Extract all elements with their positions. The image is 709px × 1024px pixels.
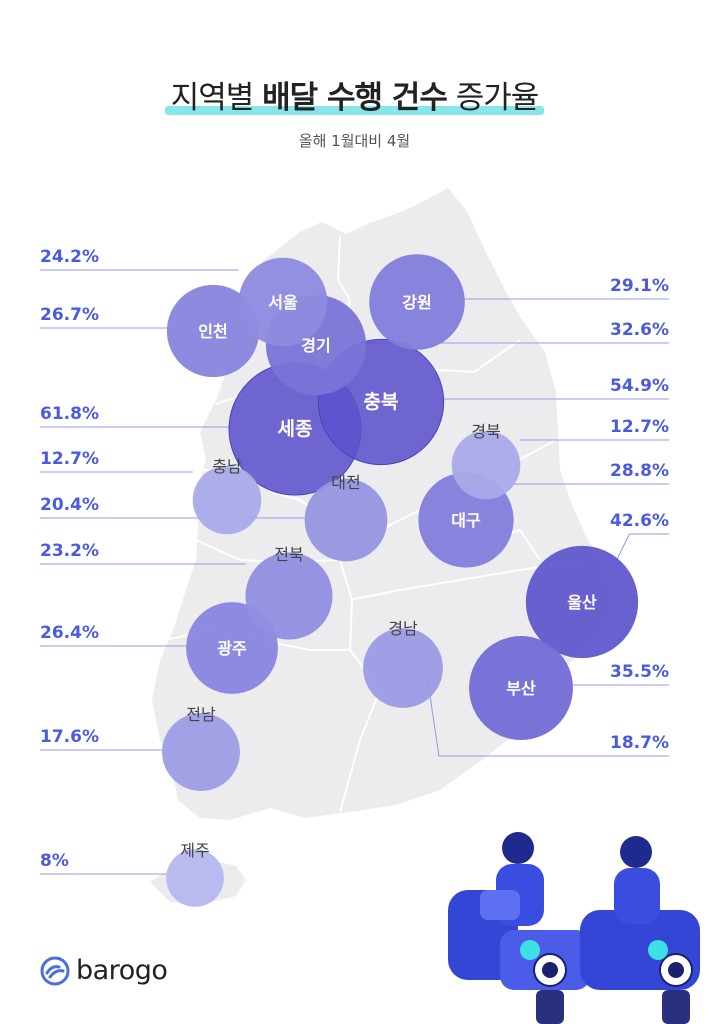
riders-illustration: [448, 832, 700, 1024]
value-label: 24.2%: [40, 247, 99, 267]
region-name: 강원: [402, 293, 431, 312]
region-name: 대전: [331, 473, 360, 492]
bubble-14: [363, 628, 443, 708]
value-label: 29.1%: [610, 276, 669, 296]
value-label: 32.6%: [610, 320, 669, 340]
bubble-17: [166, 849, 224, 907]
bubble-2: [166, 284, 260, 378]
region-name: 충남: [212, 457, 242, 476]
region-name: 경기: [301, 336, 330, 355]
value-labels: 세종 61.8% 충북 54.9% 울산 42.6% 부산 35.5% 경기 32.6% 강원 29.…: [40, 247, 669, 871]
region-name: 광주: [217, 639, 247, 658]
scooter-left: [448, 890, 590, 1024]
region-name: 울산: [567, 593, 597, 612]
region-name: 전북: [274, 545, 303, 564]
scooter-right: [580, 910, 700, 1024]
region-name: 부산: [506, 679, 536, 698]
region-name: 서울: [268, 293, 298, 312]
bubble-1: [238, 257, 328, 347]
value-label: 12.7%: [610, 417, 669, 437]
bubble-13: [186, 602, 278, 694]
region-name: 세종: [278, 418, 313, 440]
bubble-16: [162, 713, 240, 791]
bubble-7: [451, 430, 521, 500]
value-label: 17.6%: [40, 727, 99, 747]
value-label: 8%: [40, 851, 69, 871]
region-name: 경남: [388, 619, 418, 638]
bubble-8: [192, 465, 262, 535]
value-label: 20.4%: [40, 495, 99, 515]
value-label: 18.7%: [610, 733, 669, 753]
region-name: 경북: [471, 422, 500, 441]
value-label: 23.2%: [40, 541, 99, 561]
region-name: 충북: [364, 391, 399, 413]
region-name: 대구: [451, 511, 481, 530]
bubbles: [162, 254, 639, 907]
value-label: 42.6%: [610, 511, 669, 531]
value-label: 61.8%: [40, 404, 99, 424]
region-name: 인천: [198, 322, 227, 341]
barogo-logo: barogo: [40, 955, 168, 986]
value-label: 26.4%: [40, 623, 99, 643]
value-label: 35.5%: [610, 662, 669, 682]
rider-right: [614, 836, 660, 924]
barogo-logo-icon: [40, 956, 70, 985]
region-name: 제주: [180, 841, 209, 860]
value-label: 28.8%: [610, 461, 669, 481]
rider-left: [480, 832, 544, 926]
bubble-9: [304, 478, 388, 562]
bubble-12: [525, 545, 639, 659]
bubble-15: [469, 636, 573, 740]
brand-name: barogo: [76, 955, 168, 986]
title-container: 지역별 배달 수행 건수 증가율: [0, 72, 709, 117]
value-label: 12.7%: [40, 449, 99, 469]
region-name: 전남: [186, 705, 216, 724]
bubble-3: [369, 254, 465, 350]
value-label: 26.7%: [40, 305, 99, 325]
chart-subtitle: 올해 1월대비 4월: [298, 132, 411, 150]
chart-title: 지역별 배달 수행 건수 증가율: [164, 72, 545, 117]
value-label: 54.9%: [610, 376, 669, 396]
bubble-11: [245, 552, 333, 640]
